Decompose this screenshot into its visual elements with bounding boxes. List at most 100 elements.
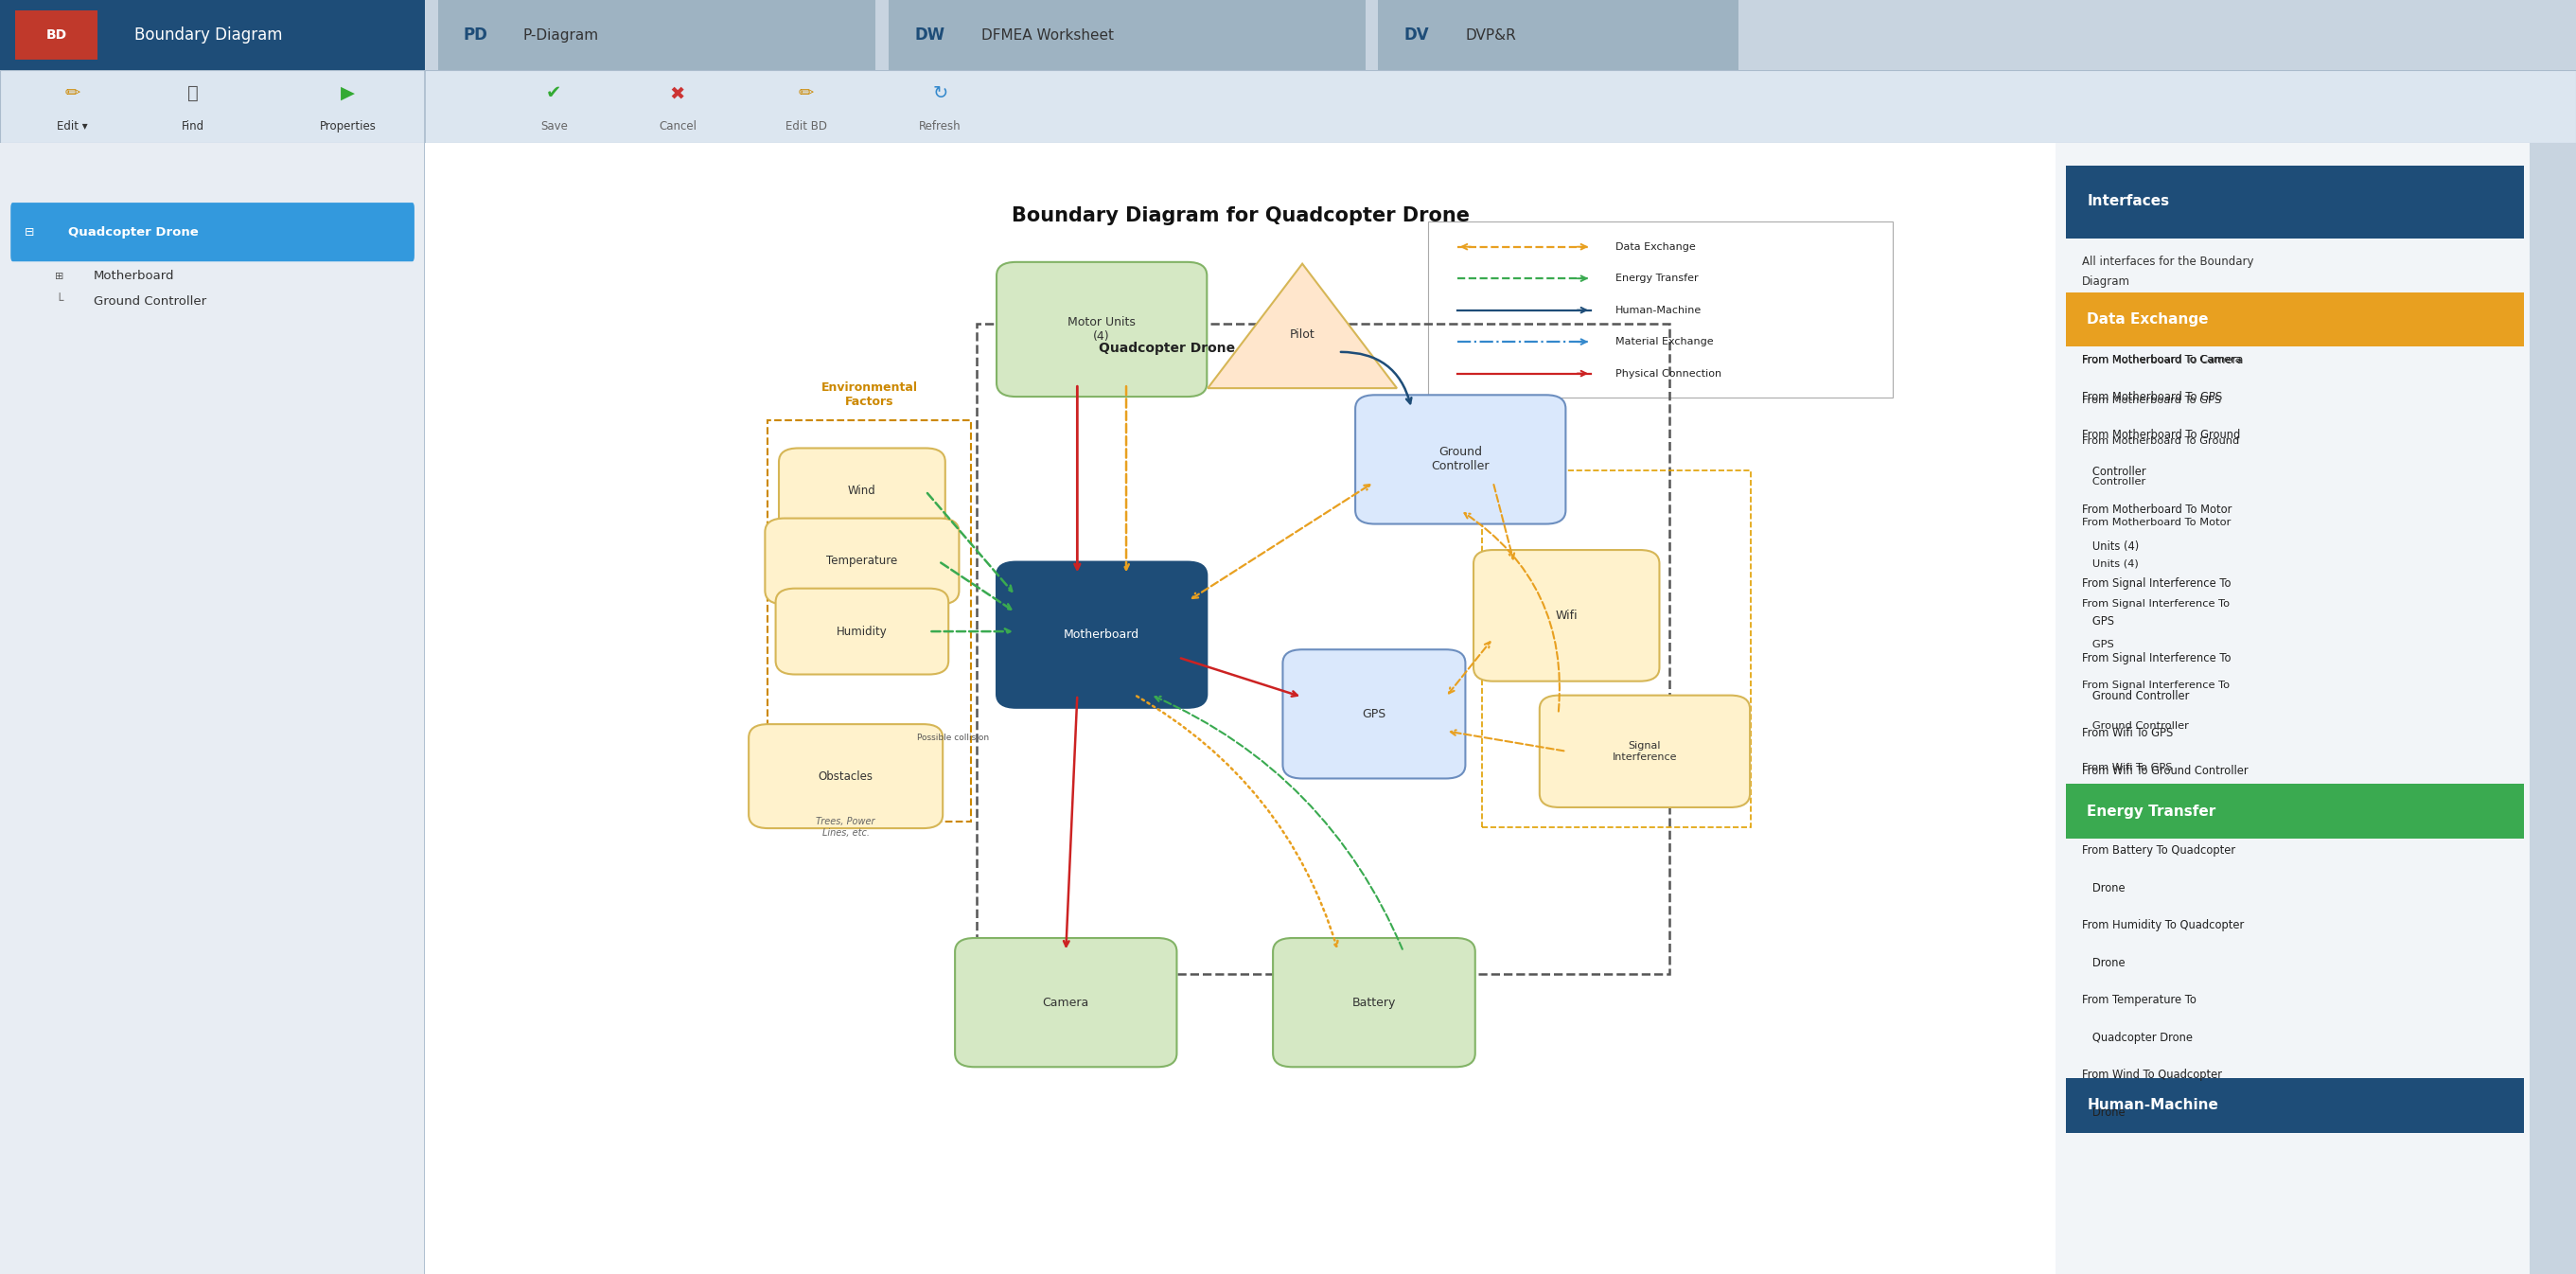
Text: From Motherboard To Motor: From Motherboard To Motor bbox=[2081, 519, 2231, 527]
Text: Cancel: Cancel bbox=[659, 121, 696, 132]
FancyBboxPatch shape bbox=[1273, 938, 1476, 1066]
Text: P-Diagram: P-Diagram bbox=[523, 28, 598, 42]
FancyBboxPatch shape bbox=[1283, 650, 1466, 778]
Text: PD: PD bbox=[464, 27, 489, 43]
Text: DVP&R: DVP&R bbox=[1466, 28, 1517, 42]
Text: Data Exchange: Data Exchange bbox=[1615, 242, 1695, 251]
Text: From Motherboard To Ground: From Motherboard To Ground bbox=[2081, 437, 2239, 446]
Text: DFMEA Worksheet: DFMEA Worksheet bbox=[981, 28, 1113, 42]
Text: Find: Find bbox=[183, 121, 204, 132]
Text: Material Exchange: Material Exchange bbox=[1615, 338, 1713, 347]
FancyBboxPatch shape bbox=[997, 562, 1208, 708]
Text: GPS: GPS bbox=[2081, 641, 2112, 650]
Text: From Wifi To Ground Controller: From Wifi To Ground Controller bbox=[2081, 764, 2249, 777]
Text: Motherboard: Motherboard bbox=[1064, 628, 1139, 641]
Text: Quadcopter Drone: Quadcopter Drone bbox=[2081, 1032, 2192, 1043]
Polygon shape bbox=[1208, 264, 1396, 389]
Text: From Signal Interference To: From Signal Interference To bbox=[2081, 600, 2228, 609]
Text: From Battery To Quadcopter: From Battery To Quadcopter bbox=[2081, 845, 2236, 857]
Text: Wifi: Wifi bbox=[1556, 609, 1577, 622]
Text: ↻: ↻ bbox=[933, 84, 948, 102]
Text: Drone: Drone bbox=[2081, 882, 2125, 894]
Text: From Temperature To: From Temperature To bbox=[2081, 994, 2197, 1006]
FancyBboxPatch shape bbox=[1378, 0, 1739, 70]
Text: Units (4): Units (4) bbox=[2081, 540, 2138, 553]
Text: ▶: ▶ bbox=[340, 84, 355, 102]
FancyBboxPatch shape bbox=[425, 143, 2056, 1274]
Text: Controller: Controller bbox=[2081, 478, 2146, 487]
Text: Edit ▾: Edit ▾ bbox=[57, 121, 88, 132]
Text: GPS: GPS bbox=[2081, 615, 2115, 627]
Text: Drone: Drone bbox=[2081, 1106, 2125, 1119]
FancyBboxPatch shape bbox=[1473, 550, 1659, 682]
Text: From Wifi To GPS: From Wifi To GPS bbox=[2081, 762, 2172, 772]
Text: Ground Controller: Ground Controller bbox=[2081, 721, 2190, 731]
Text: Units (4): Units (4) bbox=[2081, 559, 2138, 568]
Text: ✏: ✏ bbox=[64, 84, 80, 102]
Text: Motherboard: Motherboard bbox=[93, 270, 175, 283]
Text: Save: Save bbox=[541, 121, 567, 132]
Text: From Motherboard To GPS: From Motherboard To GPS bbox=[2081, 396, 2221, 405]
Text: Controller: Controller bbox=[2081, 466, 2146, 478]
FancyBboxPatch shape bbox=[2056, 143, 2576, 1274]
FancyBboxPatch shape bbox=[438, 0, 876, 70]
Text: Human-Machine: Human-Machine bbox=[2087, 1098, 2218, 1112]
Text: Battery: Battery bbox=[1352, 996, 1396, 1009]
Text: Possible collision: Possible collision bbox=[917, 734, 989, 741]
Text: ✖: ✖ bbox=[670, 84, 685, 102]
FancyBboxPatch shape bbox=[750, 724, 943, 828]
Text: DW: DW bbox=[914, 27, 945, 43]
Text: Edit BD: Edit BD bbox=[786, 121, 827, 132]
FancyBboxPatch shape bbox=[1355, 395, 1566, 524]
FancyBboxPatch shape bbox=[775, 589, 948, 674]
Text: Pilot: Pilot bbox=[1291, 329, 1314, 341]
Text: ⊟: ⊟ bbox=[26, 225, 33, 238]
Text: Environmental
Factors: Environmental Factors bbox=[822, 382, 917, 408]
Text: GPS: GPS bbox=[1363, 708, 1386, 720]
Text: From Wind To Quadcopter: From Wind To Quadcopter bbox=[2081, 1069, 2221, 1082]
FancyBboxPatch shape bbox=[2066, 292, 2524, 347]
Text: Physical Connection: Physical Connection bbox=[1615, 368, 1721, 378]
Text: ✏: ✏ bbox=[799, 84, 814, 102]
Text: Boundary Diagram for Quadcopter Drone: Boundary Diagram for Quadcopter Drone bbox=[1012, 206, 1468, 225]
Text: From Wifi To GPS: From Wifi To GPS bbox=[2081, 727, 2172, 739]
Text: 🔍: 🔍 bbox=[188, 84, 198, 102]
Text: Ground Controller: Ground Controller bbox=[93, 294, 206, 307]
FancyBboxPatch shape bbox=[889, 0, 1365, 70]
FancyBboxPatch shape bbox=[997, 262, 1208, 396]
Text: BD: BD bbox=[46, 28, 67, 42]
Text: From Signal Interference To: From Signal Interference To bbox=[2081, 652, 2231, 665]
Text: └: └ bbox=[57, 294, 64, 308]
FancyBboxPatch shape bbox=[0, 70, 2576, 143]
FancyBboxPatch shape bbox=[2066, 1078, 2524, 1133]
Text: All interfaces for the Boundary: All interfaces for the Boundary bbox=[2081, 255, 2254, 268]
Text: From Motherboard To Camera: From Motherboard To Camera bbox=[2081, 355, 2241, 364]
Text: From Motherboard To Camera: From Motherboard To Camera bbox=[2081, 354, 2244, 366]
Text: From Signal Interference To: From Signal Interference To bbox=[2081, 577, 2231, 590]
Text: Ground Controller: Ground Controller bbox=[2081, 689, 2190, 702]
Text: From Motherboard To Ground: From Motherboard To Ground bbox=[2081, 428, 2241, 441]
Text: ✔: ✔ bbox=[546, 84, 562, 102]
Text: Energy Transfer: Energy Transfer bbox=[2087, 804, 2215, 818]
Text: DV: DV bbox=[1404, 27, 1430, 43]
FancyBboxPatch shape bbox=[2066, 166, 2524, 238]
Text: Temperature: Temperature bbox=[827, 555, 896, 567]
Text: Trees, Power
Lines, etc.: Trees, Power Lines, etc. bbox=[817, 817, 876, 837]
FancyBboxPatch shape bbox=[15, 10, 98, 60]
Text: Wind: Wind bbox=[848, 485, 876, 497]
Text: Energy Transfer: Energy Transfer bbox=[1615, 274, 1698, 283]
FancyBboxPatch shape bbox=[2066, 784, 2524, 838]
FancyBboxPatch shape bbox=[1427, 222, 1893, 397]
Text: From Humidity To Quadcopter: From Humidity To Quadcopter bbox=[2081, 920, 2244, 931]
Text: Properties: Properties bbox=[319, 121, 376, 132]
FancyBboxPatch shape bbox=[778, 448, 945, 534]
Text: Drone: Drone bbox=[2081, 957, 2125, 970]
Text: Ground
Controller: Ground Controller bbox=[1432, 446, 1489, 473]
Text: Refresh: Refresh bbox=[920, 121, 961, 132]
FancyBboxPatch shape bbox=[765, 519, 958, 604]
Text: Diagram: Diagram bbox=[2081, 275, 2130, 288]
Text: Data Exchange: Data Exchange bbox=[2087, 312, 2208, 326]
Text: Camera: Camera bbox=[1043, 996, 1090, 1009]
FancyBboxPatch shape bbox=[10, 203, 415, 261]
Text: From Signal Interference To: From Signal Interference To bbox=[2081, 682, 2228, 691]
